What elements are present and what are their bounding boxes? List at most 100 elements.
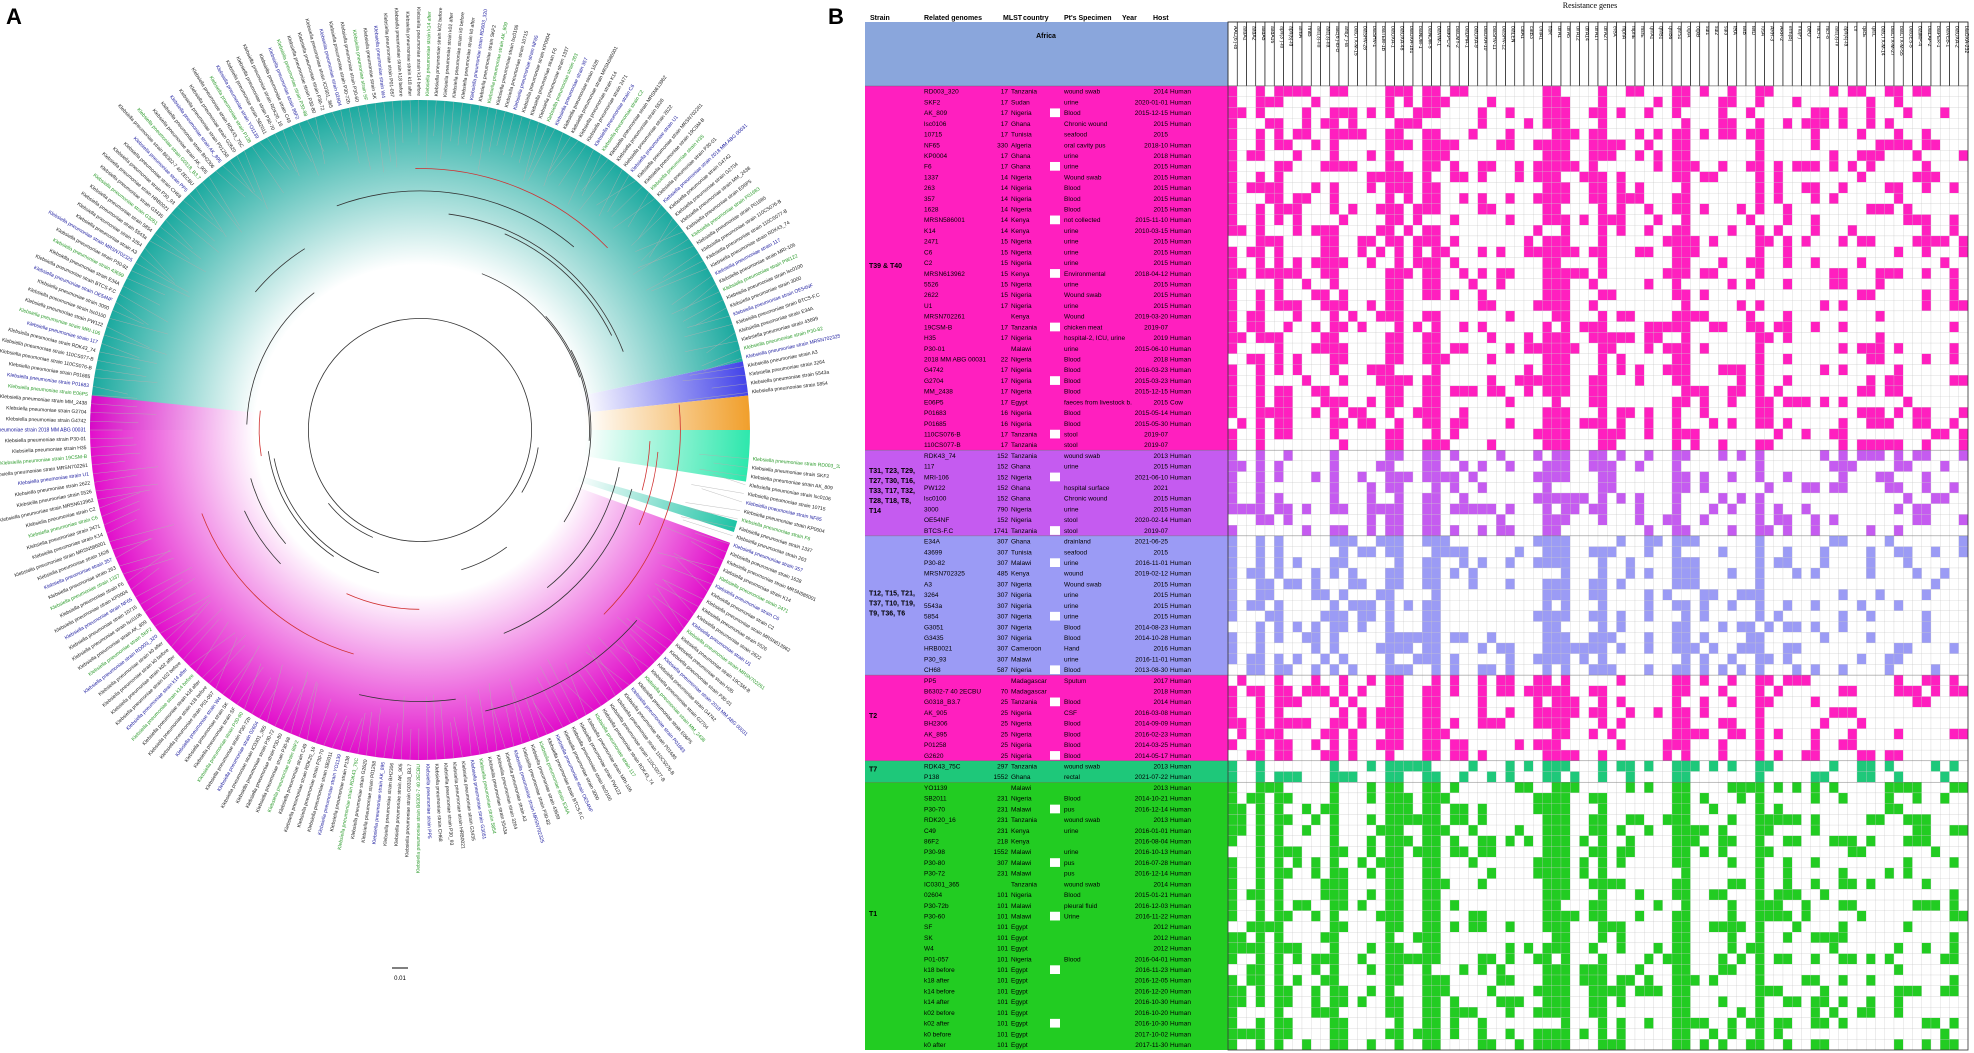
gene-cell: [1736, 417, 1747, 429]
gene-cell: [1921, 310, 1932, 322]
gene-cell: [1940, 407, 1950, 419]
gene-cell: [1237, 514, 1247, 526]
gene-cell: [1422, 278, 1432, 290]
gene-cell: [1459, 150, 1469, 162]
leaf-branch: [109, 524, 174, 542]
gene-cell: [1755, 482, 1765, 494]
gene-cell: [1375, 225, 1386, 237]
gene-cell: [1708, 150, 1719, 162]
gene-cell: [1588, 300, 1599, 312]
gene-cell: [1375, 300, 1386, 312]
gene-cell: [1412, 578, 1423, 590]
mlst-value: 17: [1001, 121, 1009, 128]
gene-cell: [1866, 96, 1876, 108]
gene-cell: [1736, 525, 1747, 536]
gene-cell: [1819, 107, 1830, 119]
gene-cell: [1505, 225, 1515, 237]
gene-cell: [1690, 407, 1700, 419]
gene-cell: [1505, 310, 1515, 322]
gene-cell: [1838, 450, 1848, 462]
gene-cell: [1921, 332, 1932, 344]
gene-cell: [1745, 192, 1756, 204]
gene-cell: [1514, 150, 1525, 162]
gene-cell: [1949, 171, 1959, 183]
gene-cell: [1681, 107, 1691, 119]
gene-cell: [1607, 428, 1617, 440]
country-value: Nigeria: [1011, 174, 1032, 181]
gene-cell: [1875, 396, 1885, 408]
gene-cell: [1662, 107, 1673, 119]
gene-cell: [1283, 557, 1293, 569]
genome-name: MRSN702325: [924, 571, 965, 578]
gene-cell: [1940, 321, 1950, 333]
leaf-branch: [488, 109, 498, 153]
gene-cell: [1320, 160, 1330, 172]
gene-cell: [1949, 396, 1959, 408]
gene-cell: [1338, 171, 1349, 183]
gene-cell: [1625, 600, 1636, 611]
specimen-value: urine: [1064, 614, 1079, 621]
gene-cell: [1385, 85, 1395, 97]
gene-cell: [1320, 310, 1330, 322]
gene-cell: [1588, 257, 1599, 269]
gene-cell: [1237, 396, 1247, 408]
gene-cell: [1412, 567, 1423, 579]
gene-cell: [1477, 460, 1488, 472]
gene-cell: [1912, 610, 1922, 622]
gene-cell: [1718, 160, 1728, 172]
gene-cell: [1597, 589, 1608, 601]
gene-cell: [1311, 289, 1321, 301]
gene-cell: [1394, 96, 1404, 108]
gene-cell: [1301, 171, 1312, 183]
gene-cell: [1338, 525, 1349, 536]
gene-cell: [1921, 182, 1932, 194]
gene-cell: [1422, 396, 1432, 408]
leaf-branch: [712, 473, 746, 486]
gene-cell: [1607, 118, 1617, 129]
gene-cell: [1949, 375, 1959, 387]
gene-cell: [1477, 407, 1488, 419]
gene-cell: [1385, 589, 1395, 601]
gene-cell: [1819, 514, 1830, 526]
host-value: Human: [1170, 464, 1191, 471]
clade-sector-teal: [580, 430, 750, 482]
gene-cell: [1829, 364, 1839, 376]
mlst-value: 17: [1001, 153, 1009, 160]
gene-cell: [1819, 600, 1830, 611]
gene-cell: [1264, 525, 1275, 536]
gene-cell: [1338, 417, 1349, 429]
gene-cell: [1523, 342, 1534, 354]
gene-cell: [1403, 439, 1414, 451]
gene-cell: [1616, 600, 1626, 611]
gene-cell: [1468, 385, 1478, 397]
leaf-branch: [94, 377, 158, 383]
gene-cell: [1320, 257, 1330, 269]
gene-cell: [1320, 150, 1330, 162]
gene-cell: [1301, 428, 1312, 440]
gene-cell: [1708, 192, 1719, 204]
gene-cell: [1597, 214, 1608, 226]
gene-cell: [1431, 417, 1441, 429]
gene-cell: [1912, 353, 1922, 365]
gene-cell: [1810, 503, 1821, 515]
gene-cell: [1329, 439, 1340, 451]
gene-cell: [1819, 417, 1830, 429]
gene-cell: [1246, 610, 1256, 622]
gene-cell: [1773, 267, 1784, 279]
gene-cell: [1588, 118, 1599, 129]
gene-cell: [1449, 482, 1460, 494]
gene-cell: [1690, 375, 1700, 387]
gene-cell: [1625, 567, 1636, 579]
gene-cell: [1264, 182, 1275, 194]
host-value: Human: [1170, 367, 1191, 374]
gene-cell: [1246, 85, 1256, 97]
gene-cell: [1440, 514, 1451, 526]
leaf-branch: [469, 706, 480, 755]
gene-cell: [1792, 589, 1802, 601]
gene-cell: [1819, 214, 1830, 226]
blank-cell: [1050, 322, 1060, 332]
gene-cell: [1764, 610, 1774, 622]
gene-cell: [1422, 600, 1432, 611]
gene-cell: [1551, 375, 1562, 387]
gene-cell: [1949, 310, 1959, 322]
